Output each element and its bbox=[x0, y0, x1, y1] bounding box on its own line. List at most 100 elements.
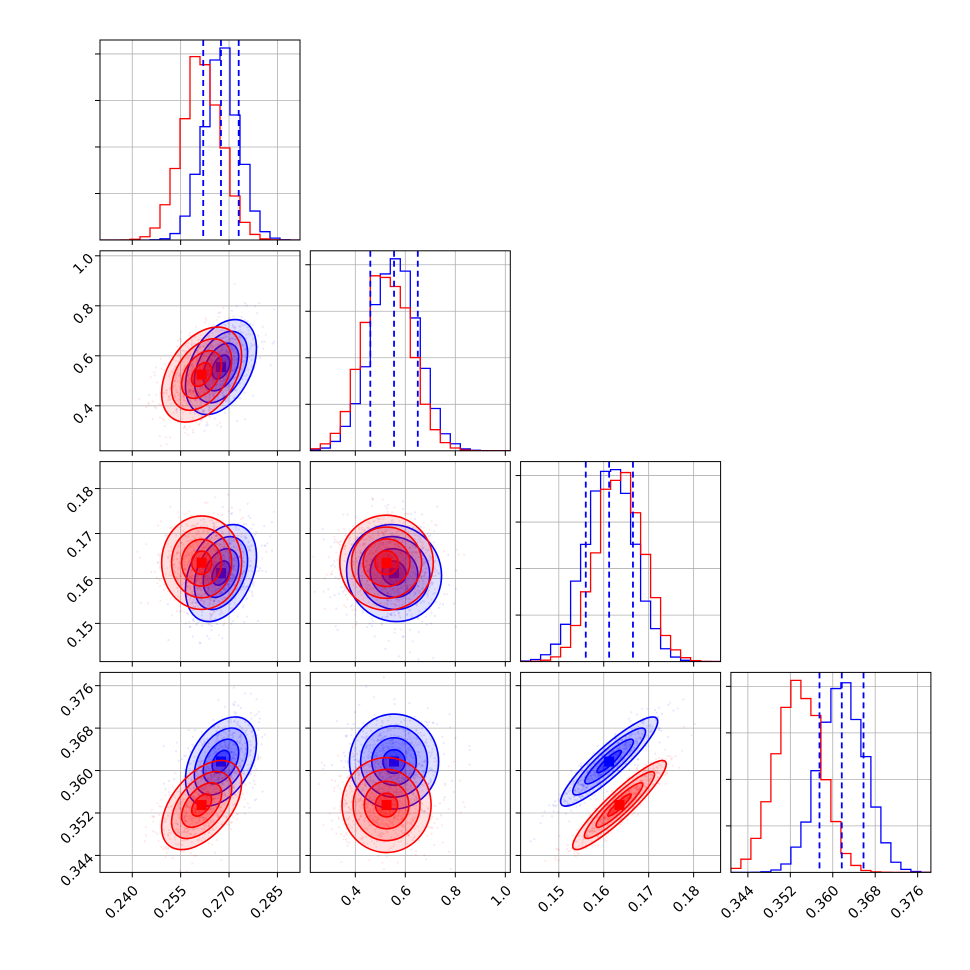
scatter-point bbox=[214, 562, 217, 565]
scatter-point bbox=[423, 600, 426, 603]
scatter-point bbox=[387, 554, 390, 557]
scatter-point bbox=[237, 528, 240, 531]
scatter-point bbox=[225, 568, 228, 571]
scatter-point bbox=[206, 566, 210, 570]
scatter-point bbox=[355, 551, 358, 554]
scatter-point bbox=[215, 362, 218, 365]
scatter-point bbox=[343, 586, 346, 590]
scatter-point bbox=[153, 371, 156, 374]
scatter-point bbox=[234, 597, 237, 600]
scatter-point bbox=[209, 773, 213, 776]
scatter-point bbox=[385, 507, 389, 510]
scatter-point bbox=[216, 551, 219, 554]
scatter-point bbox=[224, 751, 228, 754]
scatter-point bbox=[334, 538, 337, 541]
scatter-point bbox=[396, 543, 399, 546]
scatter-point bbox=[427, 558, 430, 561]
scatter-point bbox=[421, 587, 424, 590]
scatter-point bbox=[202, 618, 205, 621]
scatter-point bbox=[190, 401, 193, 404]
scatter-point bbox=[207, 541, 210, 544]
scatter-point bbox=[384, 589, 387, 592]
scatter-point bbox=[198, 641, 201, 644]
scatter-point bbox=[391, 565, 394, 568]
scatter-point bbox=[382, 541, 385, 545]
scatter-point bbox=[220, 776, 223, 780]
scatter-point bbox=[393, 506, 396, 509]
scatter-point bbox=[185, 612, 189, 615]
scatter-point bbox=[233, 359, 236, 362]
scatter-point bbox=[221, 767, 224, 771]
scatter-point bbox=[429, 534, 432, 537]
scatter-point bbox=[375, 598, 378, 602]
scatter-point bbox=[422, 546, 425, 549]
scatter-point bbox=[199, 570, 202, 573]
scatter-point bbox=[408, 576, 411, 579]
scatter-point bbox=[184, 534, 187, 537]
scatter-point bbox=[231, 777, 235, 780]
scatter-point bbox=[263, 544, 266, 547]
scatter-point bbox=[369, 587, 372, 590]
scatter-point bbox=[211, 351, 214, 354]
scatter-point bbox=[208, 623, 212, 626]
scatter-point bbox=[215, 541, 218, 544]
scatter-point bbox=[391, 555, 394, 558]
scatter-point bbox=[421, 547, 424, 550]
scatter-point bbox=[186, 373, 189, 376]
scatter-point bbox=[190, 362, 193, 366]
scatter-point bbox=[188, 378, 191, 381]
scatter-point bbox=[211, 378, 214, 381]
scatter-point bbox=[205, 577, 208, 580]
scatter-point bbox=[208, 409, 211, 412]
scatter-point bbox=[221, 376, 224, 379]
scatter-point bbox=[385, 543, 388, 546]
scatter-point bbox=[242, 571, 245, 574]
scatter-point bbox=[195, 592, 198, 595]
scatter-point bbox=[204, 379, 207, 382]
scatter-point bbox=[194, 392, 197, 395]
scatter-point bbox=[230, 721, 233, 724]
scatter-point bbox=[425, 561, 428, 564]
scatter-point bbox=[213, 610, 216, 613]
scatter-point bbox=[383, 553, 386, 556]
scatter-point bbox=[212, 764, 216, 767]
scatter-point bbox=[222, 553, 225, 556]
scatter-point bbox=[396, 591, 399, 594]
scatter-point bbox=[189, 388, 192, 391]
scatter-point bbox=[361, 611, 364, 614]
scatter-point bbox=[213, 378, 216, 382]
scatter-point bbox=[208, 353, 212, 356]
scatter-point bbox=[228, 787, 231, 790]
scatter-point bbox=[385, 606, 388, 609]
scatter-point bbox=[207, 580, 210, 583]
scatter-point bbox=[224, 545, 227, 549]
scatter-point bbox=[225, 374, 229, 377]
scatter-point bbox=[429, 556, 432, 559]
scatter-point bbox=[368, 584, 372, 588]
scatter-point bbox=[199, 540, 202, 543]
scatter-point bbox=[194, 524, 197, 528]
scatter-point bbox=[229, 385, 232, 388]
scatter-point bbox=[233, 377, 236, 380]
scatter-point bbox=[177, 516, 180, 519]
scatter-point bbox=[236, 350, 239, 353]
scatter-point bbox=[232, 337, 235, 341]
scatter-point bbox=[178, 394, 181, 397]
scatter-point bbox=[202, 580, 205, 583]
scatter-point bbox=[375, 549, 378, 552]
scatter-point bbox=[392, 558, 395, 561]
scatter-point bbox=[244, 535, 247, 538]
scatter-point bbox=[375, 586, 378, 589]
scatter-point bbox=[213, 546, 216, 549]
scatter-point bbox=[191, 589, 194, 593]
scatter-point bbox=[227, 357, 230, 361]
scatter-point bbox=[202, 543, 205, 546]
scatter-point bbox=[391, 533, 394, 536]
scatter-point bbox=[386, 593, 389, 596]
scatter-point bbox=[173, 394, 176, 397]
scatter-point bbox=[215, 526, 218, 529]
contour-red bbox=[180, 349, 223, 400]
scatter-point bbox=[391, 532, 394, 535]
scatter-point bbox=[355, 536, 358, 539]
scatter-point bbox=[226, 583, 229, 586]
